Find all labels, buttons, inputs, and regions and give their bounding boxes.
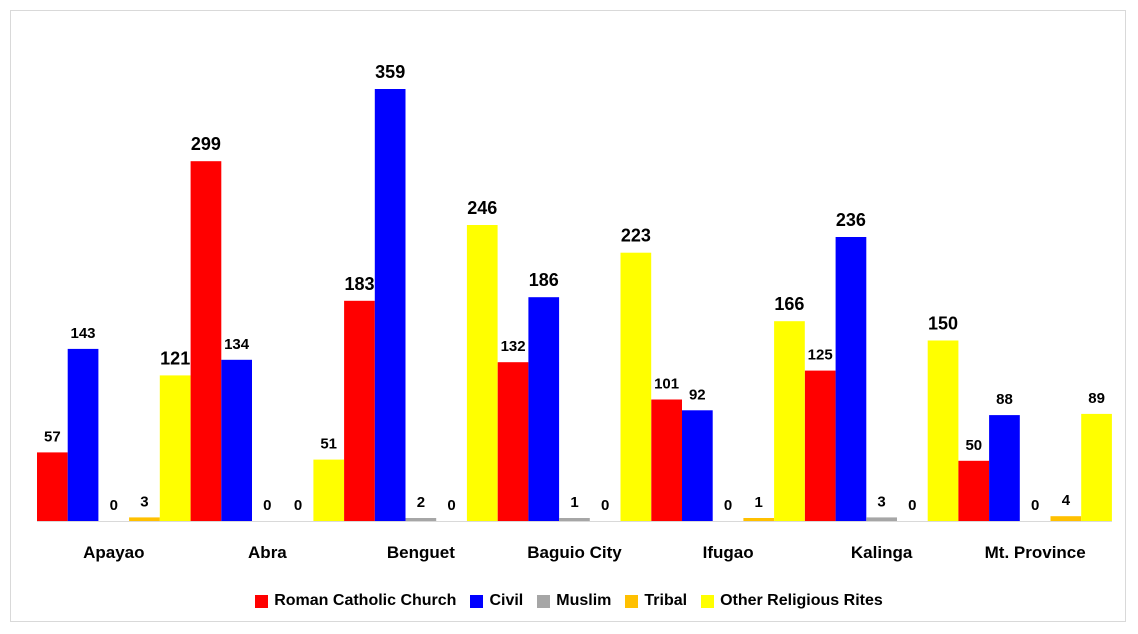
bar-other-religious-rites-kalinga — [927, 340, 959, 521]
legend-item-roman-catholic-church: Roman Catholic Church — [255, 592, 456, 610]
data-label: 92 — [689, 386, 706, 403]
bar-tribal-mt-province — [1050, 516, 1082, 521]
data-label: 0 — [601, 497, 609, 514]
data-label: 134 — [224, 336, 250, 353]
data-label: 1 — [570, 494, 578, 511]
data-label: 186 — [529, 270, 559, 290]
data-label: 88 — [996, 391, 1013, 408]
legend-label: Other Religious Rites — [720, 592, 883, 609]
bar-civil-ifugao — [682, 410, 713, 521]
bar-muslim-benguet — [405, 518, 437, 521]
legend-swatch — [537, 594, 551, 608]
data-label: 236 — [836, 210, 866, 230]
data-label: 0 — [263, 497, 271, 514]
category-label: Benguet — [387, 543, 455, 562]
bar-tribal-apayao — [129, 517, 160, 521]
bar-civil-mt-province — [989, 415, 1020, 521]
legend-item-tribal: Tribal — [625, 592, 687, 610]
bar-roman-catholic-church-ifugao — [651, 399, 682, 521]
bar-muslim-kalinga — [866, 517, 897, 521]
category-label: Baguio City — [527, 543, 622, 562]
bar-other-religious-rites-abra — [313, 459, 345, 521]
data-label: 50 — [965, 437, 982, 454]
legend-label: Civil — [489, 592, 524, 609]
legend-swatch — [255, 594, 269, 608]
data-label: 4 — [1062, 492, 1071, 509]
bar-civil-apayao — [67, 348, 99, 521]
legend-label: Muslim — [556, 592, 612, 609]
data-label: 3 — [877, 493, 885, 510]
bar-roman-catholic-church-abra — [190, 161, 222, 521]
data-label: 299 — [191, 134, 221, 154]
bar-civil-kalinga — [835, 237, 867, 521]
bar-other-religious-rites-benguet — [466, 225, 498, 521]
bar-tribal-ifugao — [743, 518, 775, 521]
legend-item-other-religious-rites: Other Religious Rites — [701, 592, 883, 610]
bar-muslim-baguio-city — [559, 518, 590, 521]
data-label: 101 — [654, 376, 679, 393]
data-label: 183 — [344, 274, 374, 294]
bar-roman-catholic-church-kalinga — [804, 370, 836, 521]
bar-civil-abra — [221, 359, 252, 521]
bar-civil-benguet — [374, 89, 406, 521]
bar-other-religious-rites-ifugao — [774, 321, 805, 521]
data-label: 0 — [724, 497, 732, 514]
bar-other-religious-rites-baguio-city — [620, 252, 652, 521]
bar-roman-catholic-church-mt-province — [958, 460, 990, 521]
data-label: 2 — [417, 494, 425, 511]
data-label: 3 — [140, 493, 148, 510]
bar-civil-baguio-city — [528, 297, 560, 521]
data-label: 246 — [467, 198, 497, 218]
legend-swatch — [470, 594, 484, 608]
data-label: 223 — [621, 226, 651, 246]
data-label: 359 — [375, 62, 405, 82]
bar-other-religious-rites-mt-province — [1081, 413, 1112, 521]
legend-swatch — [701, 594, 715, 608]
legend-label: Roman Catholic Church — [274, 592, 457, 609]
bar-other-religious-rites-apayao — [159, 375, 191, 521]
data-label: 0 — [908, 497, 916, 514]
legend-swatch — [625, 594, 639, 608]
legend-label: Tribal — [644, 592, 688, 609]
data-label: 89 — [1088, 390, 1105, 407]
data-label: 121 — [160, 348, 190, 368]
data-label: 57 — [44, 428, 61, 445]
legend-item-civil: Civil — [470, 592, 523, 610]
legend-item-muslim: Muslim — [537, 592, 611, 610]
data-label: 150 — [928, 314, 958, 334]
data-label: 51 — [320, 436, 337, 453]
data-label: 1 — [755, 494, 763, 511]
data-label: 166 — [774, 294, 804, 314]
category-label: Mt. Province — [985, 543, 1086, 562]
chart-legend: Roman Catholic Church Civil Muslim Tribal Ot… — [0, 592, 1138, 610]
data-label: 132 — [501, 338, 526, 355]
category-label: Apayao — [83, 543, 144, 562]
data-label: 0 — [110, 497, 118, 514]
bar-roman-catholic-church-apayao — [37, 452, 68, 521]
data-label: 0 — [1031, 497, 1039, 514]
data-label: 125 — [808, 347, 833, 364]
data-label: 0 — [294, 497, 302, 514]
bar-roman-catholic-church-benguet — [344, 300, 375, 521]
data-label: 143 — [70, 325, 95, 342]
bar-roman-catholic-church-baguio-city — [497, 362, 529, 521]
data-label: 0 — [447, 497, 455, 514]
category-label: Kalinga — [851, 543, 913, 562]
category-label: Abra — [248, 543, 287, 562]
category-label: Ifugao — [703, 543, 754, 562]
